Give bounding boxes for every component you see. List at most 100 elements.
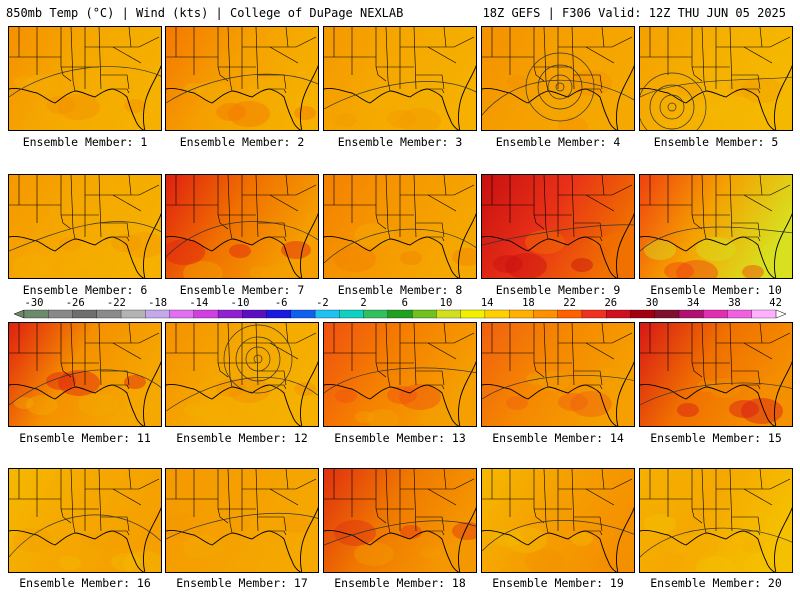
temperature-blob <box>124 99 146 113</box>
state-border <box>113 236 130 242</box>
state-border <box>732 74 761 90</box>
temperature-blob <box>677 403 699 417</box>
temperature-blob <box>26 74 58 94</box>
temperature-blob <box>741 398 783 424</box>
coastline <box>482 212 634 278</box>
colorbar-swatch <box>290 309 316 319</box>
temperature-map <box>9 27 161 130</box>
height-contour <box>9 221 161 252</box>
temperature-blob <box>570 70 612 96</box>
ensemble-member-label: Ensemble Member: 17 <box>176 576 308 590</box>
temperature-blob <box>248 399 288 423</box>
state-border <box>255 323 259 386</box>
state-border <box>416 74 445 90</box>
temperature-blob <box>281 515 311 533</box>
temperature-blob <box>761 375 792 399</box>
temperature-map <box>640 469 792 572</box>
state-border <box>428 530 445 536</box>
colorbar-swatch <box>266 309 292 319</box>
state-border <box>543 469 549 534</box>
state-border <box>295 184 317 196</box>
temperature-blob <box>525 230 565 254</box>
temperature-blob <box>432 226 464 246</box>
temperature-blob <box>676 260 718 278</box>
ensemble-member-label: Ensemble Member: 6 <box>22 283 148 297</box>
temperature-blob <box>742 265 764 278</box>
temperature-blob <box>603 552 634 572</box>
colorbar-swatch <box>72 309 98 319</box>
coastline <box>640 360 792 426</box>
ensemble-member-label: Ensemble Member: 5 <box>653 135 779 149</box>
state-border <box>427 342 457 360</box>
ensemble-member-label: Ensemble Member: 15 <box>650 431 782 445</box>
temperature-blob <box>558 393 588 411</box>
state-border <box>98 323 102 386</box>
closed-low-contour <box>235 336 281 382</box>
map-title: 850mb Temp (°C) | Wind (kts) | College o… <box>6 6 404 20</box>
temperature-blob <box>644 514 676 534</box>
ensemble-member-label: Ensemble Member: 18 <box>334 576 466 590</box>
colorbar-swatch <box>557 309 583 319</box>
state-border <box>227 323 233 388</box>
temperature-blob <box>591 235 611 247</box>
state-border <box>744 384 761 390</box>
state-border <box>428 236 445 242</box>
temperature-blob <box>79 259 99 271</box>
state-border <box>112 488 142 506</box>
state-border <box>285 175 289 196</box>
colorbar-swatch <box>96 309 122 319</box>
state-border <box>385 27 391 92</box>
temperature-map <box>482 469 634 572</box>
state-border <box>217 175 229 230</box>
state-border <box>571 27 575 90</box>
temperature-blob <box>59 556 81 570</box>
colorbar-tick-label: -22 <box>106 297 126 309</box>
state-border <box>295 478 317 490</box>
ensemble-panel-18 <box>323 468 477 573</box>
temperature-blob <box>334 246 376 272</box>
state-border <box>413 323 417 386</box>
state-border <box>269 488 299 506</box>
colorbar-min-arrow <box>14 309 25 319</box>
temperature-map <box>640 323 792 426</box>
temperature-map <box>9 175 161 278</box>
temperature-blob <box>571 258 593 272</box>
colorbar-tick-label: -10 <box>230 297 250 309</box>
temperature-blob <box>228 377 270 403</box>
coastline <box>482 506 634 572</box>
height-contour <box>166 73 318 104</box>
ensemble-member-label: Ensemble Member: 16 <box>19 576 151 590</box>
temperature-blob <box>354 542 394 566</box>
colorbar-tick-label: 2 <box>360 297 367 309</box>
state-border <box>112 194 142 212</box>
temperature-blob <box>335 113 357 127</box>
colorbar-swatch <box>242 309 268 319</box>
colorbar-tick-label: 22 <box>563 297 576 309</box>
state-border <box>601 27 605 48</box>
state-border <box>112 342 142 360</box>
state-border <box>98 175 102 238</box>
temperature-blob <box>46 96 76 114</box>
temperature-blob <box>79 533 99 545</box>
state-border <box>543 175 549 240</box>
ensemble-member-label: Ensemble Member: 1 <box>22 135 148 149</box>
colorbar-swatch <box>339 309 365 319</box>
state-border <box>416 222 445 238</box>
state-border <box>98 469 102 532</box>
state-border <box>60 469 72 524</box>
state-border <box>413 27 417 90</box>
temperature-map <box>482 27 634 130</box>
coastline <box>324 212 476 278</box>
temperature-blob <box>729 400 759 418</box>
ensemble-panel-6 <box>8 174 162 279</box>
state-border <box>586 530 603 536</box>
state-border <box>285 27 289 48</box>
state-border <box>443 27 447 48</box>
ensemble-panel-2 <box>165 26 319 131</box>
temperature-blob <box>166 513 205 539</box>
temperature-blob <box>506 396 528 410</box>
state-border <box>543 323 549 388</box>
height-contour <box>640 527 792 558</box>
state-border <box>101 222 130 238</box>
state-border <box>217 323 229 378</box>
